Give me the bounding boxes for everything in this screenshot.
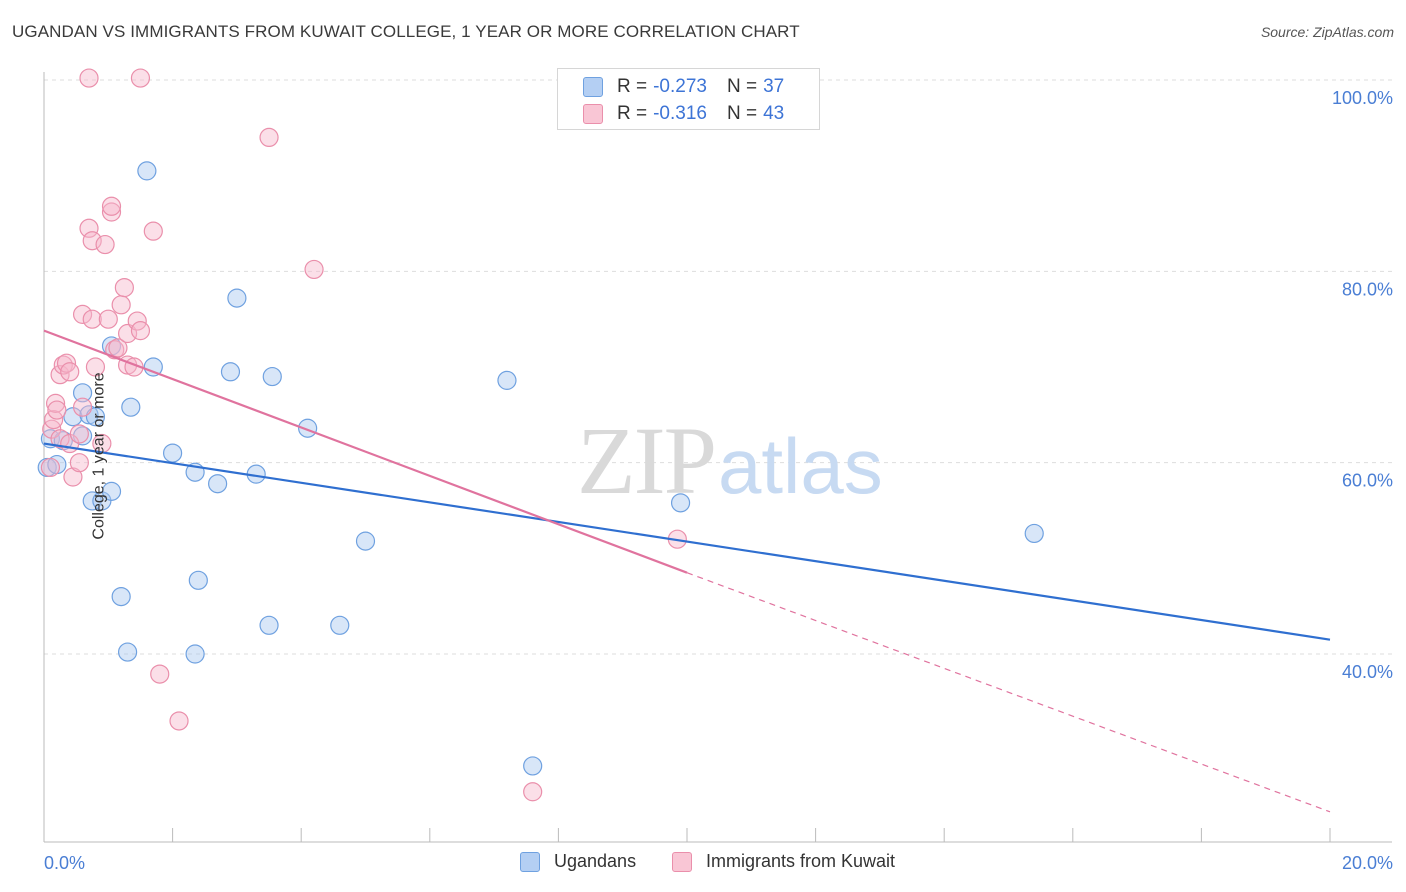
trend-lines (43, 329, 1331, 813)
source-credit: Source: ZipAtlas.com (1260, 24, 1394, 40)
watermark-zip: ZIP (577, 407, 715, 514)
y-tick-label: 60.0% (1342, 471, 1393, 491)
point-kuwait (114, 277, 134, 298)
point-ugandans (208, 474, 228, 494)
point-ugandans (355, 531, 376, 551)
point-kuwait (82, 309, 102, 329)
point-ugandans (82, 491, 102, 511)
y-tick-label: 40.0% (1342, 662, 1393, 682)
point-kuwait (82, 231, 102, 251)
legend-label-ugandans: Ugandans (554, 851, 637, 871)
point-ugandans (72, 383, 93, 403)
point-kuwait (69, 424, 89, 444)
point-ugandans (143, 357, 163, 377)
legend-r-label: R = (617, 76, 648, 97)
point-kuwait (101, 196, 122, 216)
point-kuwait (523, 782, 543, 802)
point-kuwait (98, 309, 118, 329)
point-kuwait (130, 68, 151, 88)
y-tick-label: 80.0% (1342, 279, 1393, 299)
trend-line-kuwait-extension (686, 572, 1331, 813)
watermark-atlas: atlas (718, 422, 883, 510)
point-kuwait (259, 127, 279, 147)
point-kuwait (101, 202, 122, 222)
legend-swatch-pink (672, 851, 692, 872)
point-kuwait (105, 340, 125, 360)
point-kuwait (169, 711, 189, 731)
series-legend: Ugandans Immigrants from Kuwait (0, 851, 1406, 877)
point-kuwait (108, 338, 128, 358)
point-ugandans (1024, 523, 1044, 544)
point-kuwait (79, 218, 99, 238)
point-kuwait (304, 259, 324, 280)
point-kuwait (60, 362, 80, 382)
point-kuwait (143, 221, 163, 241)
grid-lines (44, 79, 1392, 655)
point-ugandans (121, 397, 141, 417)
point-ugandans (259, 615, 279, 635)
point-kuwait (50, 429, 70, 449)
legend-swatch-blue (520, 851, 540, 872)
trend-line-ugandans (43, 442, 1331, 641)
point-kuwait (47, 400, 67, 420)
point-ugandans (497, 370, 517, 390)
legend-r-label: R = (617, 103, 648, 124)
legend-n-value: 43 (763, 103, 785, 124)
point-ugandans (137, 161, 157, 181)
legend-row-kuwait: R = -0.316 N = 43 (583, 102, 784, 126)
point-ugandans (188, 570, 208, 590)
point-ugandans (220, 362, 241, 382)
point-kuwait (130, 321, 151, 341)
point-kuwait (150, 664, 170, 684)
point-kuwait (63, 467, 83, 487)
trend-line-kuwait (43, 329, 688, 574)
point-ugandans (117, 642, 138, 662)
axes (43, 72, 1392, 843)
point-ugandans (85, 407, 106, 427)
legend-item-kuwait[interactable]: Immigrants from Kuwait (672, 851, 895, 872)
point-ugandans (111, 586, 131, 607)
legend-n-label: N = (726, 103, 758, 124)
point-ugandans (227, 288, 247, 308)
legend-n-label: N = (726, 76, 758, 97)
chart-title: UGANDAN VS IMMIGRANTS FROM KUWAIT COLLEG… (12, 22, 800, 41)
point-ugandans (330, 615, 350, 635)
point-kuwait (40, 457, 61, 478)
point-kuwait (85, 357, 106, 377)
point-kuwait (69, 453, 89, 473)
point-kuwait (95, 234, 115, 255)
stats-legend: R = -0.273 N = 37 R = -0.316 N = 43 (557, 68, 820, 130)
tick-labels: 100.0% 80.0% 60.0% 40.0% 0.0% 20.0% (44, 88, 1393, 873)
legend-swatch-blue (583, 77, 603, 97)
legend-swatch-pink (583, 104, 603, 124)
point-kuwait (45, 393, 66, 413)
point-kuwait (72, 397, 93, 417)
point-ugandans (163, 443, 183, 463)
point-ugandans (523, 756, 543, 776)
legend-label-kuwait: Immigrants from Kuwait (706, 851, 896, 871)
x-tick-label: 20.0% (1342, 853, 1393, 873)
point-ugandans (185, 644, 205, 664)
y-tick-label: 100.0% (1332, 88, 1393, 108)
legend-n-value: 37 (763, 76, 785, 97)
point-kuwait (72, 304, 93, 324)
point-kuwait (111, 295, 131, 315)
x-tick-label: 0.0% (44, 853, 85, 873)
point-kuwait (79, 68, 99, 88)
y-axis-label: College, 1 year or more (90, 372, 108, 540)
point-ugandans (101, 481, 122, 501)
legend-item-ugandans[interactable]: Ugandans (520, 851, 636, 872)
point-ugandans (262, 366, 282, 387)
data-points (37, 68, 1044, 802)
legend-row-ugandans: R = -0.273 N = 37 (583, 75, 784, 99)
legend-r-value: -0.316 (653, 103, 707, 124)
point-ugandans (670, 493, 691, 513)
legend-r-value: -0.273 (653, 76, 707, 97)
